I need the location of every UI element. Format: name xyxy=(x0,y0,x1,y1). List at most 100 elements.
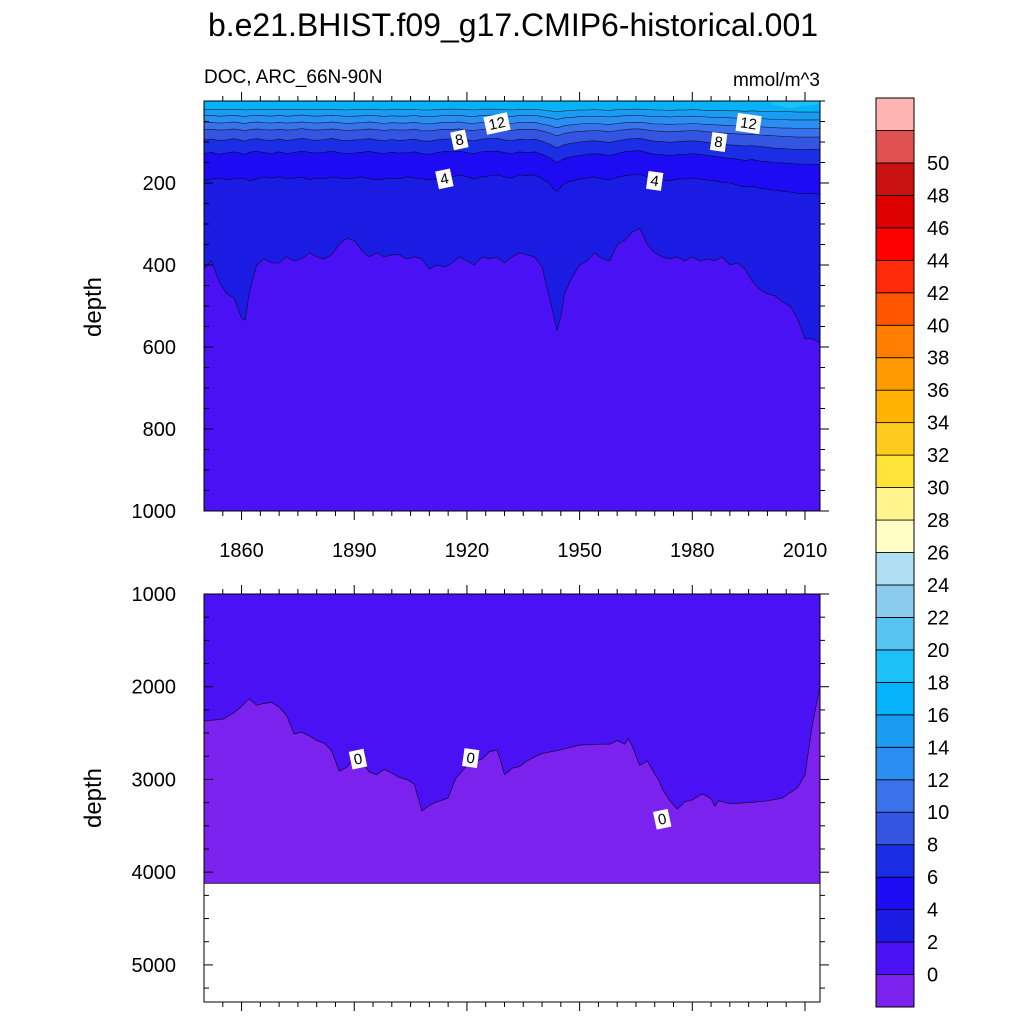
contour-label-text: 12 xyxy=(739,114,758,133)
contour-label: 0 xyxy=(462,748,480,769)
colorbar-swatch xyxy=(875,617,915,651)
colorbar-swatch xyxy=(875,909,915,943)
colorbar-swatch xyxy=(875,422,915,456)
contour-label-bg xyxy=(450,129,469,151)
contour-d2 xyxy=(203,227,821,344)
colorbar-label: 12 xyxy=(927,770,949,792)
top-panel-contour-lines xyxy=(203,108,821,344)
contour-d14 xyxy=(203,114,820,121)
contour-label-text: 8 xyxy=(454,131,466,149)
contour-label: 12 xyxy=(483,112,511,135)
y-tick-label: 800 xyxy=(143,419,176,441)
top-panel-contour-labels: 12 12 8 8 4 4 xyxy=(435,112,762,191)
colorbar-label: 20 xyxy=(927,640,949,662)
colorbar-swatch xyxy=(875,811,915,846)
colorbar-swatch xyxy=(875,974,915,1008)
contour-label-bg xyxy=(652,808,672,830)
contour-label: 12 xyxy=(735,112,762,135)
x-tick-label: 2010 xyxy=(783,540,828,562)
colorbar-swatch xyxy=(875,941,915,975)
contour-d10 xyxy=(203,128,820,138)
colorbar-label: 22 xyxy=(927,607,949,629)
x-tick-label: 1860 xyxy=(219,540,264,562)
colorbar-swatch xyxy=(875,130,915,164)
colorbar-label: 26 xyxy=(927,543,949,565)
colorbar-swatch xyxy=(875,746,915,781)
colorbar-swatch xyxy=(875,519,915,553)
contour-d16 xyxy=(203,108,820,113)
y-tick-label: 600 xyxy=(143,337,176,359)
bottom-panel-frame xyxy=(203,593,821,1003)
x-tick-label: 1920 xyxy=(445,540,490,562)
colorbar-label: 28 xyxy=(927,510,949,532)
y-tick-label: 1000 xyxy=(132,501,177,523)
colorbar-label: 34 xyxy=(927,413,949,435)
colorbar-swatch xyxy=(875,649,915,683)
colorbar-swatch xyxy=(875,584,915,618)
colorbar-swatch xyxy=(875,487,915,521)
contour-label-text: 8 xyxy=(713,133,724,151)
subtitle-left: DOC, ARC_66N-90N xyxy=(204,67,382,88)
y-tick-label: 3000 xyxy=(132,769,177,791)
top-panel-fills xyxy=(204,101,820,512)
colorbar-label: 38 xyxy=(927,348,949,370)
colorbar-label: 48 xyxy=(927,185,949,207)
contour-label: 8 xyxy=(450,129,469,151)
contour-label-text: 4 xyxy=(439,170,451,188)
contour-label-text: 0 xyxy=(465,750,476,768)
colorbar-label: 6 xyxy=(927,867,938,889)
band-below-0 xyxy=(204,686,820,884)
colorbar-label: 40 xyxy=(927,315,949,337)
x-tick-label: 1980 xyxy=(670,540,715,562)
contour-label-bg xyxy=(709,132,728,152)
contour-d6 xyxy=(203,150,821,165)
units-label: mmol/m^3 xyxy=(733,70,820,91)
colorbar-label: 0 xyxy=(927,965,938,987)
contour-label: 4 xyxy=(435,168,454,190)
contour-d12 xyxy=(203,121,820,129)
contour-label: 8 xyxy=(709,132,728,152)
colorbar-swatch xyxy=(875,357,915,391)
colorbar-swatch xyxy=(875,162,915,196)
colorbar-label: 18 xyxy=(927,672,949,694)
colorbar-label: 46 xyxy=(927,218,949,240)
contour-label-bg xyxy=(483,112,511,135)
bottom-panel-contour-lines xyxy=(203,686,821,884)
contour-label: 4 xyxy=(646,170,664,191)
contour-label-text: 0 xyxy=(656,811,668,829)
colorbar-swatch xyxy=(875,227,915,261)
colorbar-label: 32 xyxy=(927,445,949,467)
colorbar-swatch xyxy=(875,876,915,911)
chart-title: b.e21.BHIST.f09_g17.CMIP6-historical.001 xyxy=(208,7,818,43)
bottom-panel-contour-labels: 0 0 0 xyxy=(348,748,672,830)
band-18-20-patch xyxy=(768,101,820,108)
contour-label-bg xyxy=(435,168,454,190)
bottom-panel-fills xyxy=(204,594,820,884)
contour-label-text: 0 xyxy=(352,750,364,768)
colorbar-swatch xyxy=(875,389,915,424)
x-tick-label: 1890 xyxy=(332,540,377,562)
colorbar-label: 4 xyxy=(927,900,938,922)
colorbar-label: 30 xyxy=(927,478,949,500)
colorbar-swatch xyxy=(875,844,915,878)
y-axis-label-top: depth xyxy=(80,277,107,337)
band-below-d2 xyxy=(204,228,820,511)
colorbar-swatch xyxy=(875,714,915,748)
y-tick-label: 4000 xyxy=(132,862,177,884)
y-tick-label: 1000 xyxy=(132,584,177,606)
colorbar: 0246810121416182022242628303234363840424… xyxy=(875,97,949,1008)
colorbar-label: 44 xyxy=(927,250,949,272)
contour-label-bg xyxy=(735,112,762,135)
colorbar-swatch xyxy=(875,454,915,488)
contour-label: 0 xyxy=(652,808,672,830)
bottom-panel-axes: 1000 2000 3000 4000 5000 xyxy=(132,584,829,1011)
colorbar-swatch xyxy=(875,97,915,131)
colorbar-label: 36 xyxy=(927,380,949,402)
colorbar-swatch xyxy=(875,779,915,813)
colorbar-label: 24 xyxy=(927,575,949,597)
contour-label-bg xyxy=(462,748,480,769)
colorbar-swatch xyxy=(875,324,915,359)
y-tick-label: 400 xyxy=(143,255,176,277)
y-tick-label: 2000 xyxy=(132,677,177,699)
